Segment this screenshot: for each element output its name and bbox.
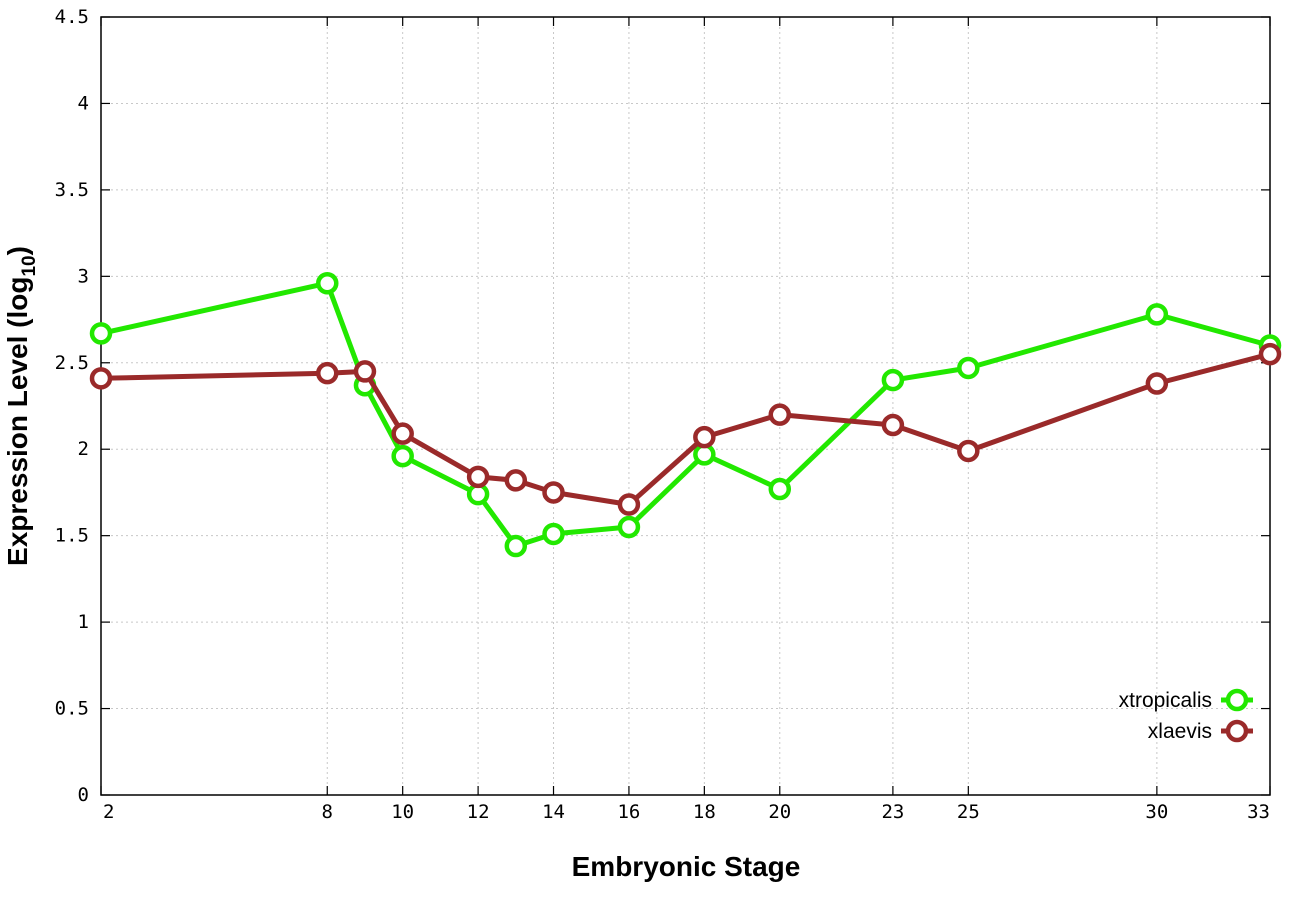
x-tick-label: 2 [103,801,114,823]
data-point-xlaevis [353,360,377,383]
data-point-xtropicalis [1145,303,1169,326]
y-tick-label: 1 [78,611,89,633]
data-point-xtropicalis [542,522,565,546]
data-point-xtropicalis [881,368,905,392]
data-point-xtropicalis [316,271,339,295]
y-axis-title-close: ) [2,246,33,255]
series-line-xtropicalis [100,280,1271,549]
x-tick-label: 16 [617,801,640,823]
series-line-xlaevis [100,351,1271,507]
x-tick-label: 8 [322,801,333,823]
data-point-xlaevis [466,465,490,489]
x-axis-title: Embryonic Stage [572,851,801,882]
x-tick-label: 33 [1247,801,1270,823]
data-point-xtropicalis [504,534,528,558]
legend: xtropicalis xlaevis [1119,688,1253,743]
data-point-xlaevis [391,422,414,445]
data-point-xlaevis [504,469,528,492]
x-tick-label: 23 [881,801,904,823]
y-tick-label: 3.5 [55,179,89,201]
legend-marker [1225,688,1249,712]
y-axis-title: Expression Level (log10) [2,246,40,566]
data-point-xlaevis [542,481,565,504]
data-point-xtropicalis [957,356,980,380]
data-point-xtropicalis [89,322,113,345]
y-tick-label: 4.5 [55,6,89,28]
x-tick-label: 25 [957,801,980,823]
data-point-xlaevis [693,425,716,449]
x-tick-label: 14 [542,801,565,823]
y-tick-label: 0 [78,784,89,806]
data-point-xlaevis [768,403,792,426]
legend-label: xtropicalis [1119,689,1212,712]
x-tick-label: 10 [391,801,414,823]
x-tick-label: 20 [768,801,791,823]
data-point-xlaevis [1145,372,1169,395]
y-axis-title-main: Expression Level (log [2,277,33,566]
data-point-xtropicalis [768,477,792,501]
data-point-xtropicalis [617,515,641,539]
plot-frame [100,16,1271,796]
series-xlaevis [89,342,1282,516]
axes: 0 0.5 1 1.5 2 2.5 3 3.5 4 4.5 2 8 10 12 14 16 18 20 23 25 30… [55,6,1271,823]
y-tick-label: 4 [78,92,89,114]
series-group [89,271,1282,558]
y-tick-label: 0.5 [55,698,89,720]
legend-label: xlaevis [1148,720,1212,743]
data-point-xlaevis [316,361,339,385]
data-point-xlaevis [89,367,113,390]
y-tick-label: 2.5 [55,352,89,374]
x-tick-label: 30 [1145,801,1168,823]
legend-item-xlaevis: xlaevis [1148,719,1253,743]
y-axis-title-subscript: 10 [19,255,40,276]
series-xtropicalis [89,271,1282,558]
y-tick-label: 3 [78,265,89,287]
data-point-xtropicalis [391,444,414,468]
x-tick-label: 18 [693,801,716,823]
legend-item-xtropicalis: xtropicalis [1119,688,1253,712]
data-point-xlaevis [1258,342,1282,366]
legend-marker [1225,719,1249,743]
data-point-xlaevis [617,493,641,516]
y-tick-label: 2 [78,438,89,460]
y-tick-label: 1.5 [55,525,89,547]
data-point-xlaevis [957,439,980,463]
data-point-xlaevis [881,413,905,437]
x-tick-label: 12 [467,801,490,823]
